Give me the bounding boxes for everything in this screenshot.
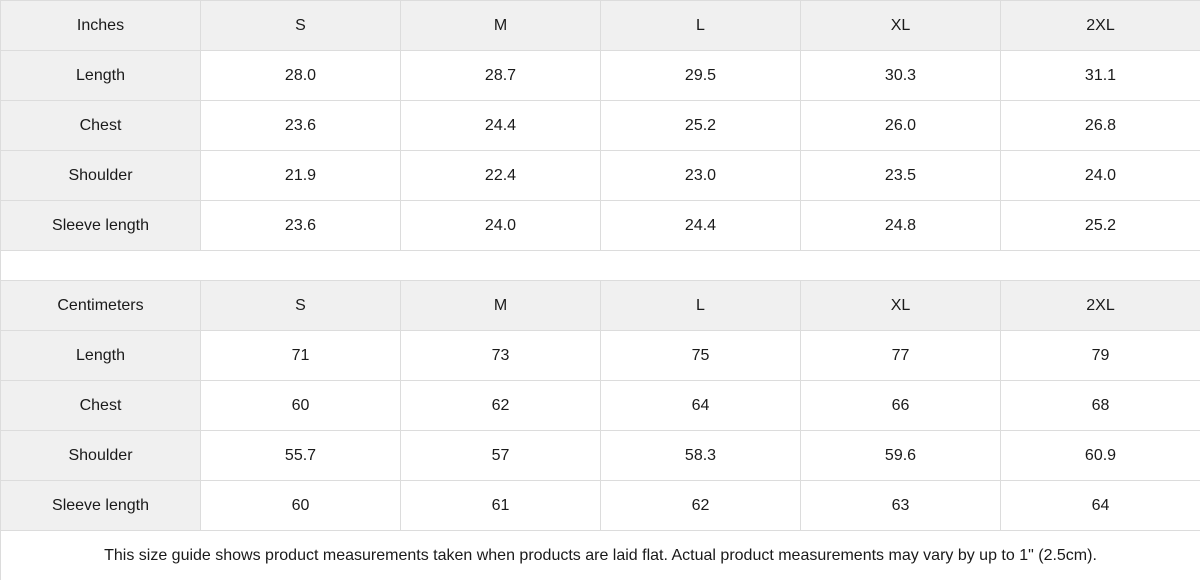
inches-table-body: Inches S M L XL 2XL Length 28.0 28.7 29.5 30.3 31.1…	[0, 0, 1200, 251]
size-column-header: L	[600, 280, 801, 331]
measurement-value-cell: 24.0	[400, 200, 601, 251]
size-guide-note: This size guide shows product measuremen…	[0, 530, 1200, 580]
measurement-value-cell: 66	[800, 380, 1001, 431]
measurement-value-cell: 21.9	[200, 150, 401, 201]
measurement-value-cell: 24.0	[1000, 150, 1200, 201]
measurement-value-cell: 25.2	[1000, 200, 1200, 251]
measurement-value-cell: 60	[200, 480, 401, 531]
size-table-header-row: Centimeters S M L XL 2XL	[0, 280, 1200, 331]
size-column-header: S	[200, 280, 401, 331]
size-column-header: 2XL	[1000, 280, 1200, 331]
measurement-value-cell: 79	[1000, 330, 1200, 381]
measurement-value-cell: 62	[400, 380, 601, 431]
measurement-value-cell: 31.1	[1000, 50, 1200, 101]
measurement-value-cell: 29.5	[600, 50, 801, 101]
measurement-value-cell: 71	[200, 330, 401, 381]
unit-header-cell: Inches	[0, 0, 201, 51]
measurement-value-cell: 59.6	[800, 430, 1001, 481]
measurement-value-cell: 58.3	[600, 430, 801, 481]
size-column-header: XL	[800, 0, 1001, 51]
measurement-label-cell: Sleeve length	[0, 200, 201, 251]
measurement-row: Length 28.0 28.7 29.5 30.3 31.1	[0, 50, 1200, 101]
measurement-value-cell: 57	[400, 430, 601, 481]
measurement-label-cell: Length	[0, 330, 201, 381]
measurement-label-cell: Shoulder	[0, 150, 201, 201]
measurement-label-cell: Length	[0, 50, 201, 101]
measurement-value-cell: 60	[200, 380, 401, 431]
measurement-row: Chest 23.6 24.4 25.2 26.0 26.8	[0, 100, 1200, 151]
measurement-value-cell: 23.0	[600, 150, 801, 201]
measurement-value-cell: 22.4	[400, 150, 601, 201]
measurement-value-cell: 25.2	[600, 100, 801, 151]
measurement-value-cell: 24.4	[600, 200, 801, 251]
size-table-header-row: Inches S M L XL 2XL	[0, 0, 1200, 51]
measurement-row: Shoulder 21.9 22.4 23.0 23.5 24.0	[0, 150, 1200, 201]
measurement-label-cell: Chest	[0, 100, 201, 151]
unit-header-cell: Centimeters	[0, 280, 201, 331]
measurement-value-cell: 64	[1000, 480, 1200, 531]
measurement-value-cell: 23.6	[200, 100, 401, 151]
measurement-label-cell: Chest	[0, 380, 201, 431]
size-column-header: L	[600, 0, 801, 51]
measurement-row: Shoulder 55.7 57 58.3 59.6 60.9	[0, 430, 1200, 481]
centimeters-table-body: Centimeters S M L XL 2XL Length 71 73 75 77 79 Chest…	[0, 280, 1200, 531]
measurement-row: Sleeve length 60 61 62 63 64	[0, 480, 1200, 531]
size-column-header: 2XL	[1000, 0, 1200, 51]
measurement-value-cell: 62	[600, 480, 801, 531]
measurement-value-cell: 64	[600, 380, 801, 431]
size-column-header: S	[200, 0, 401, 51]
measurement-value-cell: 63	[800, 480, 1001, 531]
footer-body: This size guide shows product measuremen…	[0, 530, 1200, 580]
measurement-value-cell: 55.7	[200, 430, 401, 481]
size-column-header: XL	[800, 280, 1001, 331]
measurement-value-cell: 23.6	[200, 200, 401, 251]
measurement-value-cell: 77	[800, 330, 1001, 381]
measurement-value-cell: 61	[400, 480, 601, 531]
measurement-value-cell: 60.9	[1000, 430, 1200, 481]
measurement-value-cell: 30.3	[800, 50, 1001, 101]
measurement-value-cell: 24.4	[400, 100, 601, 151]
measurement-row: Sleeve length 23.6 24.0 24.4 24.8 25.2	[0, 200, 1200, 251]
measurement-value-cell: 73	[400, 330, 601, 381]
measurement-value-cell: 75	[600, 330, 801, 381]
measurement-value-cell: 23.5	[800, 150, 1001, 201]
measurement-value-cell: 26.0	[800, 100, 1001, 151]
size-column-header: M	[400, 0, 601, 51]
measurement-value-cell: 28.7	[400, 50, 601, 101]
measurement-value-cell: 26.8	[1000, 100, 1200, 151]
note-row: This size guide shows product measuremen…	[0, 530, 1200, 580]
measurement-value-cell: 68	[1000, 380, 1200, 431]
measurement-row: Chest 60 62 64 66 68	[0, 380, 1200, 431]
measurement-value-cell: 24.8	[800, 200, 1001, 251]
size-column-header: M	[400, 280, 601, 331]
measurement-row: Length 71 73 75 77 79	[0, 330, 1200, 381]
table-spacer-row	[0, 250, 1200, 281]
measurement-value-cell: 28.0	[200, 50, 401, 101]
spacer-cell	[0, 250, 1200, 281]
measurement-label-cell: Shoulder	[0, 430, 201, 481]
spacer-body	[0, 250, 1200, 281]
measurement-label-cell: Sleeve length	[0, 480, 201, 531]
